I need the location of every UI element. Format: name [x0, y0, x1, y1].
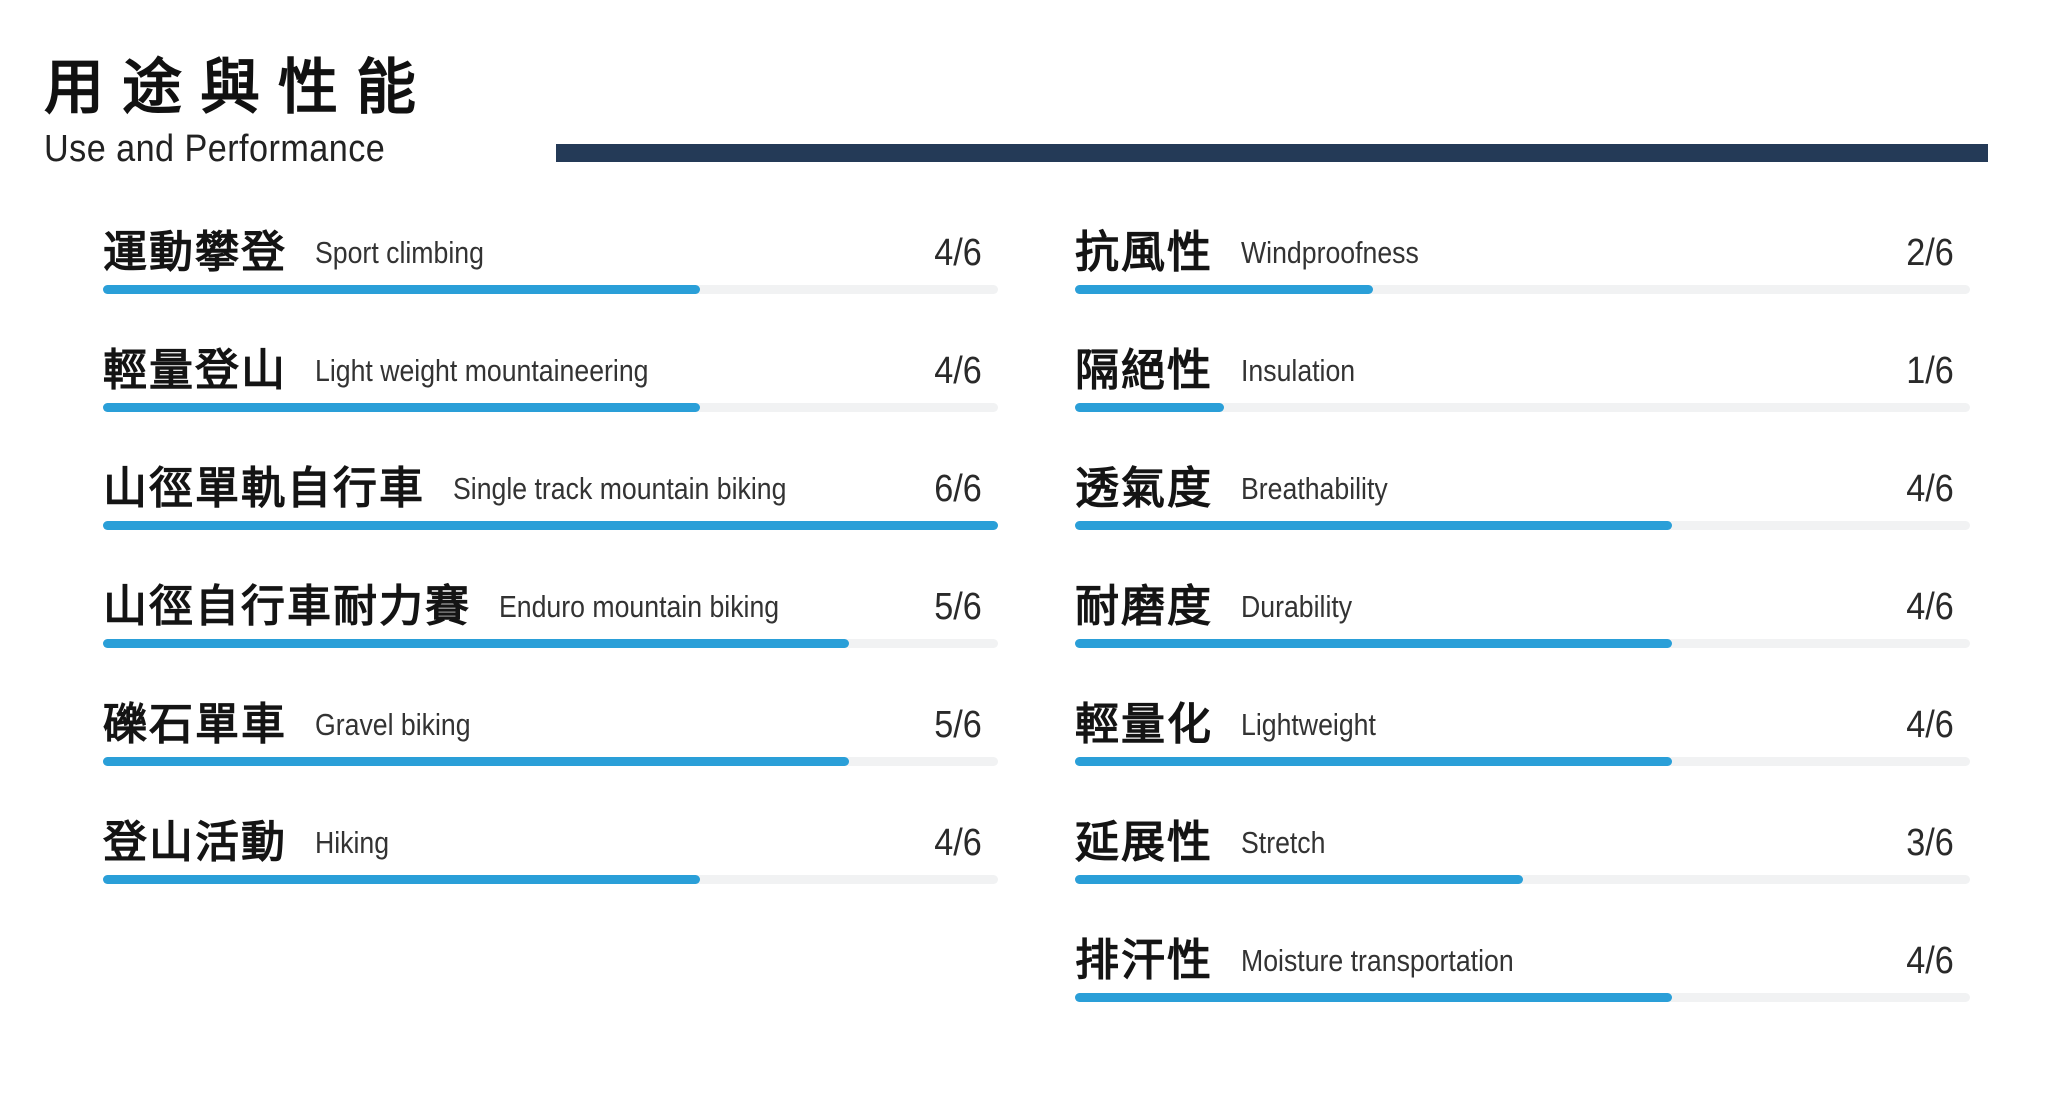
rating-track: [103, 403, 998, 412]
rating-track: [103, 639, 998, 648]
rating-score: 5/6: [934, 586, 982, 628]
performance-list: 抗風性 Windproofness 2/6 隔絕性 Insulation 1/6…: [1075, 205, 1970, 1031]
rating-row: 抗風性 Windproofness 2/6: [1075, 205, 1970, 323]
rating-row: 排汗性 Moisture transportation 4/6: [1075, 913, 1970, 1031]
rating-track: [103, 757, 998, 766]
rating-track: [1075, 639, 1970, 648]
header-divider: [556, 144, 1988, 162]
rating-label-en: Sport climbing: [315, 235, 484, 270]
rating-label-zh: 輕量登山: [103, 345, 287, 396]
page-title: 用途與性能: [44, 53, 434, 123]
page-subtitle: Use and Performance: [44, 128, 386, 170]
rating-label-zh: 山徑單軌自行車: [103, 463, 425, 514]
rating-row: 輕量化 Lightweight 4/6: [1075, 677, 1970, 795]
rating-track: [1075, 993, 1970, 1002]
rating-score: 1/6: [1906, 350, 1954, 392]
rating-score: 4/6: [934, 350, 982, 392]
rating-score: 4/6: [934, 822, 982, 864]
rating-row: 耐磨度 Durability 4/6: [1075, 559, 1970, 677]
rating-row: 礫石單車 Gravel biking 5/6: [103, 677, 998, 795]
rating-bar: [1075, 639, 1672, 648]
rating-label-zh: 隔絕性: [1075, 345, 1213, 396]
rating-track: [1075, 757, 1970, 766]
rating-track: [103, 521, 998, 530]
page-header: 用途與性能 Use and Performance: [44, 52, 434, 172]
rating-row: 延展性 Stretch 3/6: [1075, 795, 1970, 913]
rating-bar: [1075, 993, 1672, 1002]
rating-label-zh: 排汗性: [1075, 935, 1213, 986]
rating-score: 4/6: [934, 232, 982, 274]
rating-label-zh: 耐磨度: [1075, 581, 1213, 632]
rating-score: 3/6: [1906, 822, 1954, 864]
rating-row: 輕量登山 Light weight mountaineering 4/6: [103, 323, 998, 441]
rating-row: 運動攀登 Sport climbing 4/6: [103, 205, 998, 323]
rating-label-en: Moisture transportation: [1241, 943, 1514, 978]
rating-row: 山徑自行車耐力賽 Enduro mountain biking 5/6: [103, 559, 998, 677]
rating-track: [1075, 875, 1970, 884]
rating-label-en: Windproofness: [1241, 235, 1419, 270]
rating-label-zh: 礫石單車: [103, 699, 287, 750]
rating-track: [103, 875, 998, 884]
rating-label-en: Breathability: [1241, 471, 1388, 506]
rating-bar: [1075, 521, 1672, 530]
rating-label-zh: 輕量化: [1075, 699, 1213, 750]
rating-bar: [103, 639, 849, 648]
rating-score: 5/6: [934, 704, 982, 746]
rating-bar: [1075, 875, 1523, 884]
rating-label-zh: 延展性: [1075, 817, 1213, 868]
rating-label-zh: 抗風性: [1075, 227, 1213, 278]
rating-bar: [103, 521, 998, 530]
rating-score: 4/6: [1906, 586, 1954, 628]
rating-score: 4/6: [1906, 704, 1954, 746]
rating-score: 6/6: [934, 468, 982, 510]
rating-track: [1075, 285, 1970, 294]
rating-score: 2/6: [1906, 232, 1954, 274]
rating-bar: [103, 757, 849, 766]
rating-label-en: Gravel biking: [315, 707, 471, 742]
rating-label-en: Hiking: [315, 825, 390, 860]
rating-label-en: Stretch: [1241, 825, 1326, 860]
rating-label-en: Lightweight: [1241, 707, 1376, 742]
rating-bar: [1075, 285, 1374, 294]
rating-label-zh: 山徑自行車耐力賽: [103, 581, 471, 632]
rating-track: [103, 285, 998, 294]
rating-label-en: Single track mountain biking: [453, 471, 787, 506]
rating-score: 4/6: [1906, 940, 1954, 982]
rating-bar: [103, 285, 700, 294]
rating-label-en: Enduro mountain biking: [499, 589, 780, 624]
rating-label-en: Insulation: [1241, 353, 1356, 388]
rating-row: 登山活動 Hiking 4/6: [103, 795, 998, 913]
rating-track: [1075, 403, 1970, 412]
rating-bar: [1075, 403, 1225, 412]
rating-label-en: Durability: [1241, 589, 1353, 624]
rating-score: 4/6: [1906, 468, 1954, 510]
rating-row: 隔絕性 Insulation 1/6: [1075, 323, 1970, 441]
rating-row: 山徑單軌自行車 Single track mountain biking 6/6: [103, 441, 998, 559]
rating-label-en: Light weight mountaineering: [315, 353, 649, 388]
rating-track: [1075, 521, 1970, 530]
rating-bar: [103, 875, 700, 884]
uses-list: 運動攀登 Sport climbing 4/6 輕量登山 Light weigh…: [103, 205, 998, 913]
rating-bar: [103, 403, 700, 412]
rating-bar: [1075, 757, 1672, 766]
rating-label-zh: 透氣度: [1075, 463, 1213, 514]
rating-row: 透氣度 Breathability 4/6: [1075, 441, 1970, 559]
rating-label-zh: 登山活動: [103, 817, 287, 868]
rating-label-zh: 運動攀登: [103, 227, 287, 278]
